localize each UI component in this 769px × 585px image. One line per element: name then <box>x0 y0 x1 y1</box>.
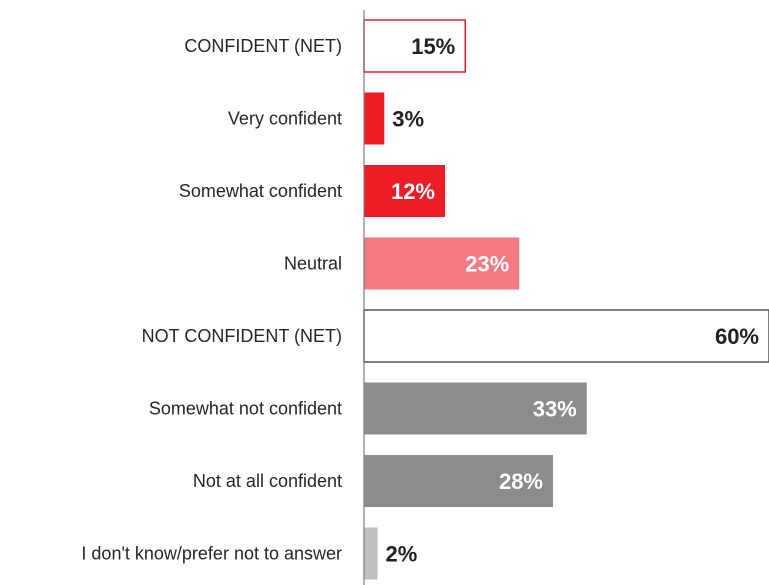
category-label: Not at all confident <box>193 471 342 491</box>
value-label: 15% <box>411 34 455 59</box>
bar <box>364 165 445 217</box>
category-label: Somewhat confident <box>179 181 342 201</box>
category-label: Very confident <box>228 109 342 129</box>
value-label: 28% <box>499 469 543 494</box>
bar <box>364 455 553 507</box>
category-label: Somewhat not confident <box>149 399 342 419</box>
bars-layer: CONFIDENT (NET) 15% Very confident 3% Somewh… <box>81 19 769 580</box>
bar <box>364 92 385 145</box>
category-label: NOT CONFIDENT (NET) <box>142 326 342 346</box>
bar <box>363 19 466 73</box>
value-label: 33% <box>533 397 577 422</box>
value-label: 3% <box>392 107 424 132</box>
value-label: 60% <box>715 324 759 349</box>
value-label: 12% <box>391 179 435 204</box>
bar <box>364 237 520 290</box>
value-label: 23% <box>465 252 509 277</box>
category-label: I don't know/prefer not to answer <box>81 544 342 564</box>
bar <box>364 382 587 435</box>
bar <box>364 527 378 580</box>
value-label: 2% <box>386 542 418 567</box>
category-label: CONFIDENT (NET) <box>184 36 342 56</box>
bar <box>363 309 769 363</box>
category-label: Neutral <box>284 254 342 274</box>
